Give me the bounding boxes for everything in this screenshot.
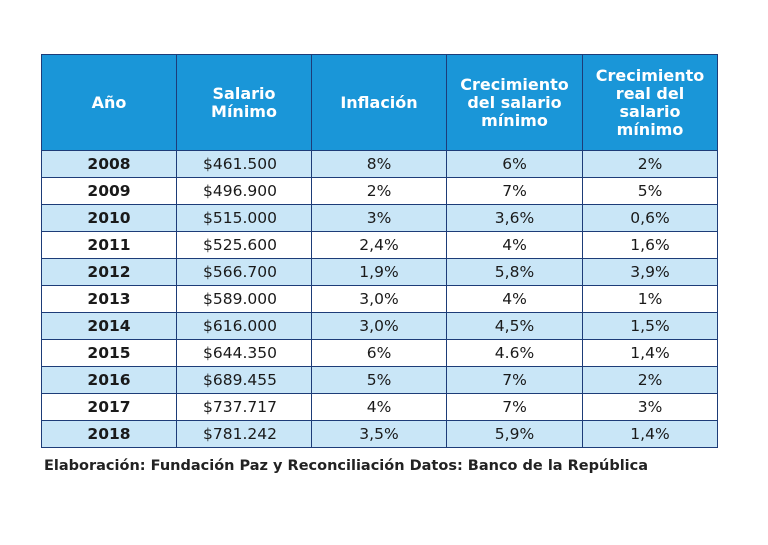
cell-year: 2013 <box>41 285 177 313</box>
cell-minimum-wage: $515.000 <box>176 204 312 232</box>
cell-wage-growth: 7% <box>446 393 583 421</box>
cell-real-wage-growth: 1,6% <box>582 231 718 259</box>
cell-minimum-wage: $461.500 <box>176 150 312 178</box>
cell-minimum-wage: $781.242 <box>176 420 312 448</box>
cell-wage-growth: 4,5% <box>446 312 583 340</box>
cell-wage-growth: 7% <box>446 366 583 394</box>
cell-inflation: 5% <box>311 366 447 394</box>
cell-real-wage-growth: 2% <box>582 366 718 394</box>
cell-minimum-wage: $616.000 <box>176 312 312 340</box>
cell-year: 2016 <box>41 366 177 394</box>
cell-year: 2012 <box>41 258 177 286</box>
cell-inflation: 2,4% <box>311 231 447 259</box>
cell-real-wage-growth: 3% <box>582 393 718 421</box>
cell-minimum-wage: $589.000 <box>176 285 312 313</box>
cell-minimum-wage: $644.350 <box>176 339 312 367</box>
cell-inflation: 3,5% <box>311 420 447 448</box>
cell-inflation: 3,0% <box>311 285 447 313</box>
cell-inflation: 3,0% <box>311 312 447 340</box>
cell-wage-growth: 5,8% <box>446 258 583 286</box>
minimum-wage-table: Año Salario Mínimo Inflación Crecimiento… <box>41 54 718 448</box>
cell-year: 2008 <box>41 150 177 178</box>
header-real-wage-growth: Crecimiento real del salario mínimo <box>582 54 718 151</box>
table-row: 2014 $616.000 3,0% 4,5% 1,5% <box>41 312 718 340</box>
table-row: 2017 $737.717 4% 7% 3% <box>41 393 718 421</box>
cell-wage-growth: 4% <box>446 285 583 313</box>
table-row: 2011 $525.600 2,4% 4% 1,6% <box>41 231 718 259</box>
cell-year: 2011 <box>41 231 177 259</box>
cell-minimum-wage: $525.600 <box>176 231 312 259</box>
cell-real-wage-growth: 3,9% <box>582 258 718 286</box>
cell-minimum-wage: $496.900 <box>176 177 312 205</box>
header-wage-growth: Crecimiento del salario mínimo <box>446 54 583 151</box>
cell-wage-growth: 3,6% <box>446 204 583 232</box>
table-row: 2010 $515.000 3% 3,6% 0,6% <box>41 204 718 232</box>
cell-real-wage-growth: 1,5% <box>582 312 718 340</box>
cell-year: 2018 <box>41 420 177 448</box>
table-row: 2013 $589.000 3,0% 4% 1% <box>41 285 718 313</box>
table-row: 2008 $461.500 8% 6% 2% <box>41 150 718 178</box>
cell-real-wage-growth: 1% <box>582 285 718 313</box>
cell-inflation: 6% <box>311 339 447 367</box>
table-row: 2016 $689.455 5% 7% 2% <box>41 366 718 394</box>
cell-year: 2014 <box>41 312 177 340</box>
cell-wage-growth: 4.6% <box>446 339 583 367</box>
table-row: 2009 $496.900 2% 7% 5% <box>41 177 718 205</box>
cell-year: 2010 <box>41 204 177 232</box>
cell-wage-growth: 5,9% <box>446 420 583 448</box>
cell-inflation: 4% <box>311 393 447 421</box>
cell-real-wage-growth: 5% <box>582 177 718 205</box>
cell-minimum-wage: $689.455 <box>176 366 312 394</box>
cell-wage-growth: 6% <box>446 150 583 178</box>
cell-wage-growth: 4% <box>446 231 583 259</box>
cell-year: 2015 <box>41 339 177 367</box>
cell-real-wage-growth: 1,4% <box>582 339 718 367</box>
table-row: 2015 $644.350 6% 4.6% 1,4% <box>41 339 718 367</box>
cell-year: 2017 <box>41 393 177 421</box>
cell-real-wage-growth: 2% <box>582 150 718 178</box>
cell-year: 2009 <box>41 177 177 205</box>
header-year: Año <box>41 54 177 151</box>
cell-inflation: 2% <box>311 177 447 205</box>
cell-real-wage-growth: 0,6% <box>582 204 718 232</box>
cell-minimum-wage: $566.700 <box>176 258 312 286</box>
table-header-row: Año Salario Mínimo Inflación Crecimiento… <box>41 54 718 151</box>
header-inflation: Inflación <box>311 54 447 151</box>
cell-minimum-wage: $737.717 <box>176 393 312 421</box>
cell-real-wage-growth: 1,4% <box>582 420 718 448</box>
cell-inflation: 3% <box>311 204 447 232</box>
cell-inflation: 1,9% <box>311 258 447 286</box>
cell-inflation: 8% <box>311 150 447 178</box>
cell-wage-growth: 7% <box>446 177 583 205</box>
table-row: 2018 $781.242 3,5% 5,9% 1,4% <box>41 420 718 448</box>
header-minimum-wage: Salario Mínimo <box>176 54 312 151</box>
table-row: 2012 $566.700 1,9% 5,8% 3,9% <box>41 258 718 286</box>
source-note: Elaboración: Fundación Paz y Reconciliac… <box>44 458 649 474</box>
table-body: 2008 $461.500 8% 6% 2% 2009 $496.900 2% … <box>41 150 718 448</box>
